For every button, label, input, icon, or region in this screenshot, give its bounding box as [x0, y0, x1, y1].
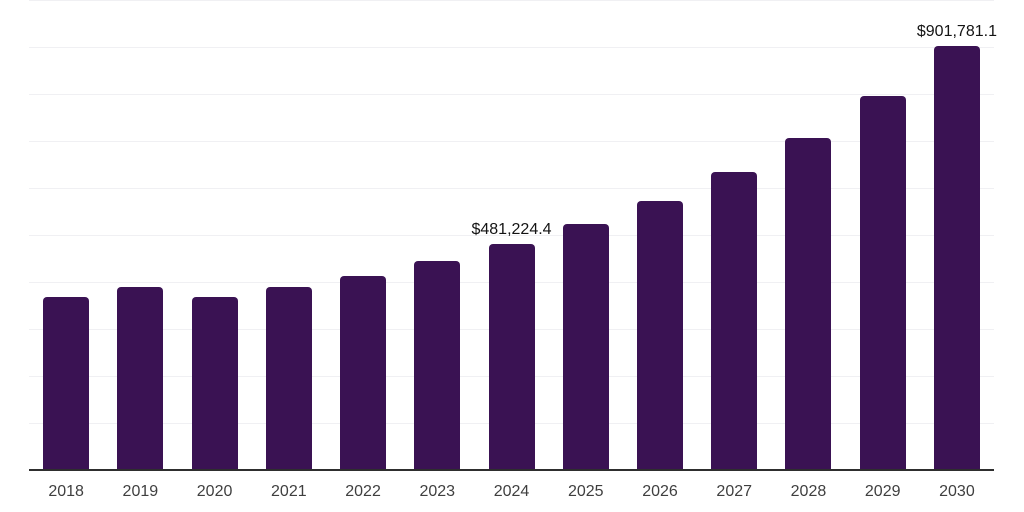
x-tick-label-2020: 2020 [196, 483, 233, 500]
bar-2018[interactable] [43, 297, 90, 470]
bar-2021[interactable] [265, 287, 312, 470]
bar-2025[interactable] [562, 224, 609, 470]
bar-band-2018 [29, 0, 103, 470]
gridline [29, 94, 994, 95]
gridline [29, 141, 994, 142]
x-axis-line [29, 469, 994, 471]
x-tick-label-2029: 2029 [864, 483, 901, 500]
x-tick-label-2018: 2018 [48, 483, 84, 500]
bar-2020[interactable] [191, 297, 238, 470]
bar-2030[interactable] [933, 46, 980, 470]
bar-band-2028 [771, 0, 845, 470]
gridline [29, 235, 994, 236]
gridline [29, 0, 994, 1]
x-tick-label-2021: 2021 [271, 483, 307, 500]
bar-2022[interactable] [340, 275, 387, 470]
bar-2019[interactable] [117, 287, 164, 470]
bar-band-2021 [252, 0, 326, 470]
bar-2024[interactable] [488, 243, 535, 470]
bar-band-2026 [623, 0, 697, 470]
bar-2023[interactable] [414, 260, 461, 470]
bar-value-label-2024: $481,224.4 [471, 220, 552, 238]
bar-2027[interactable] [711, 172, 758, 470]
bar-value-label-2030: $901,781.1 [916, 23, 997, 41]
x-axis-labels: 2018 2019 2020 2021 2022 2023 2024 2025 2026 2027… [29, 483, 994, 501]
x-tick-label-2023: 2023 [419, 483, 456, 500]
bar-2029[interactable] [859, 95, 906, 470]
bar-band-2019 [103, 0, 177, 470]
plot-area: $481,224.4 $901,781.1 [29, 0, 997, 471]
bar-band-2025 [549, 0, 623, 470]
x-tick-label-2030: 2030 [939, 483, 975, 500]
gridline [29, 188, 994, 189]
x-tick-label-2022: 2022 [345, 483, 381, 500]
x-tick-label-2019: 2019 [122, 483, 159, 500]
bar-band-2027 [697, 0, 771, 470]
x-tick-label-2027: 2027 [716, 483, 753, 500]
x-tick-label-2028: 2028 [790, 483, 827, 500]
x-tick-label-2026: 2026 [642, 483, 678, 500]
x-tick-label-2025: 2025 [567, 483, 604, 500]
x-tick-label-2024: 2024 [493, 483, 530, 500]
bar-2026[interactable] [636, 201, 683, 470]
bar-band-2030: $901,781.1 [916, 0, 997, 470]
bar-band-2024: $481,224.4 [471, 0, 552, 470]
bar-2028[interactable] [785, 138, 832, 470]
bar-band-2022 [326, 0, 400, 470]
bars-row: $481,224.4 $901,781.1 [29, 0, 997, 470]
bar-band-2020 [177, 0, 251, 470]
bar-band-2029 [846, 0, 920, 470]
gridline [29, 47, 994, 48]
bar-band-2023 [400, 0, 474, 470]
